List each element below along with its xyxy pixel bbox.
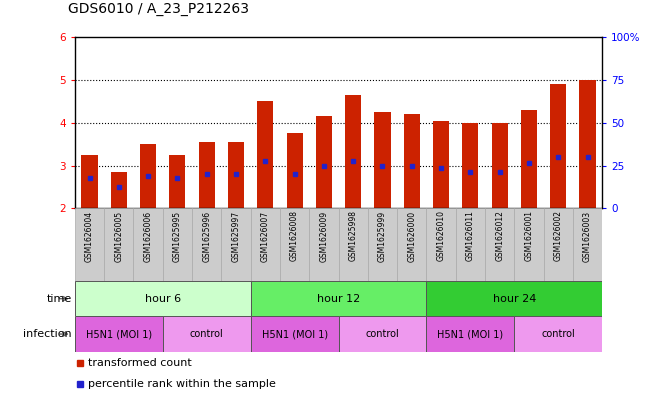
Bar (251, 281, 426, 316)
Bar (75, 316, 163, 352)
Bar (339, 208, 368, 281)
Bar (492, 123, 508, 208)
Text: time: time (46, 294, 72, 304)
Bar (404, 114, 420, 208)
Text: control: control (366, 329, 399, 339)
Text: GSM1625998: GSM1625998 (349, 211, 357, 261)
Text: percentile rank within the sample: percentile rank within the sample (88, 379, 276, 389)
Bar (456, 208, 485, 281)
Text: GSM1626003: GSM1626003 (583, 211, 592, 262)
Bar (251, 208, 280, 281)
Bar (309, 208, 339, 281)
Bar (163, 316, 251, 352)
Bar (286, 134, 303, 208)
Text: GSM1626008: GSM1626008 (290, 211, 299, 261)
Bar (133, 208, 163, 281)
Bar (426, 281, 602, 316)
Text: GSM1626002: GSM1626002 (554, 211, 562, 261)
Bar (228, 142, 244, 208)
Bar (514, 316, 602, 352)
Text: GSM1626011: GSM1626011 (466, 211, 475, 261)
Bar (75, 208, 104, 281)
Text: H5N1 (MOI 1): H5N1 (MOI 1) (86, 329, 152, 339)
Bar (81, 155, 98, 208)
Bar (374, 112, 391, 208)
Text: GSM1626010: GSM1626010 (437, 211, 445, 261)
Bar (544, 208, 573, 281)
Text: GSM1625996: GSM1625996 (202, 211, 211, 262)
Bar (104, 208, 133, 281)
Text: GSM1626009: GSM1626009 (320, 211, 328, 262)
Bar (316, 116, 332, 208)
Bar (426, 316, 514, 352)
Text: control: control (542, 329, 575, 339)
Bar (426, 208, 456, 281)
Bar (192, 208, 221, 281)
Text: transformed count: transformed count (88, 358, 192, 368)
Bar (485, 208, 514, 281)
Text: hour 12: hour 12 (317, 294, 360, 304)
Text: GSM1626001: GSM1626001 (525, 211, 533, 261)
Text: GSM1625997: GSM1625997 (232, 211, 240, 262)
Bar (199, 142, 215, 208)
Bar (339, 316, 426, 352)
Text: H5N1 (MOI 1): H5N1 (MOI 1) (262, 329, 327, 339)
Text: GSM1626005: GSM1626005 (115, 211, 123, 262)
Text: GSM1626000: GSM1626000 (408, 211, 416, 262)
Text: GSM1626007: GSM1626007 (261, 211, 270, 262)
Bar (433, 121, 449, 208)
Bar (514, 208, 544, 281)
Bar (550, 84, 566, 208)
Text: infection: infection (23, 329, 72, 339)
Bar (221, 208, 251, 281)
Text: GSM1625995: GSM1625995 (173, 211, 182, 262)
Bar (368, 208, 397, 281)
Bar (345, 95, 361, 208)
Bar (462, 123, 478, 208)
Bar (579, 80, 596, 208)
Bar (521, 110, 537, 208)
Text: control: control (190, 329, 223, 339)
Text: GDS6010 / A_23_P212263: GDS6010 / A_23_P212263 (68, 2, 249, 16)
Text: GSM1625999: GSM1625999 (378, 211, 387, 262)
Text: GSM1626006: GSM1626006 (144, 211, 152, 262)
Bar (257, 101, 273, 208)
Bar (140, 144, 156, 208)
Bar (163, 208, 192, 281)
Text: H5N1 (MOI 1): H5N1 (MOI 1) (437, 329, 503, 339)
Bar (573, 208, 602, 281)
Text: hour 6: hour 6 (145, 294, 181, 304)
Bar (397, 208, 426, 281)
Bar (251, 316, 339, 352)
Bar (280, 208, 309, 281)
Bar (169, 155, 186, 208)
Bar (111, 172, 127, 208)
Text: GSM1626004: GSM1626004 (85, 211, 94, 262)
Text: hour 24: hour 24 (493, 294, 536, 304)
Bar (75, 281, 251, 316)
Text: GSM1626012: GSM1626012 (495, 211, 504, 261)
